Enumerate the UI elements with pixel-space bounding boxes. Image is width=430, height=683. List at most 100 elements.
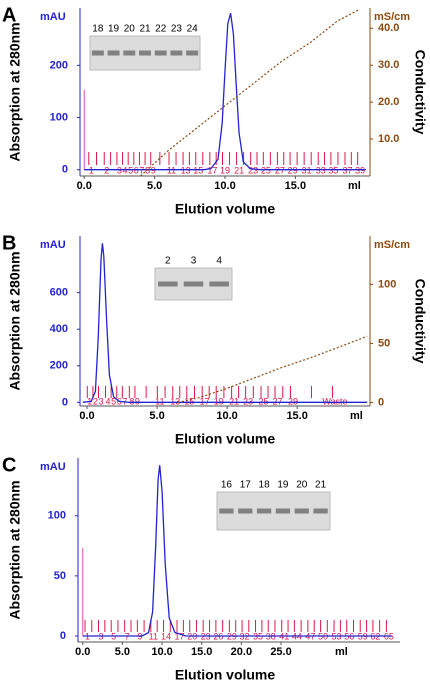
panel-label: B bbox=[2, 232, 16, 254]
y2-axis-title: Conductivity bbox=[412, 50, 428, 135]
fraction-label: 3 bbox=[117, 165, 122, 175]
y2-tick-label: 100 bbox=[378, 278, 396, 290]
x-tick-label: 0.0 bbox=[77, 180, 92, 192]
x-tick-label: 10.0 bbox=[151, 646, 172, 658]
fraction-label: 35 bbox=[328, 165, 338, 175]
fraction-label: 2 bbox=[104, 165, 109, 175]
gel-lane-label: 2 bbox=[165, 256, 171, 267]
gel-band bbox=[170, 50, 183, 56]
y2-tick-label: 20.0 bbox=[378, 96, 399, 108]
gel-lane-label: 19 bbox=[277, 480, 289, 491]
gel-lane-label: 24 bbox=[187, 24, 199, 35]
fraction-label: 31 bbox=[302, 165, 312, 175]
x-axis-title: Elution volume bbox=[175, 667, 276, 683]
gel-band bbox=[91, 50, 104, 56]
gel-lane-label: 19 bbox=[108, 24, 120, 35]
gel-lane-label: 18 bbox=[259, 480, 271, 491]
x-tick-label: 20.0 bbox=[231, 646, 252, 658]
x-unit: ml bbox=[335, 646, 348, 658]
panel-label: C bbox=[2, 454, 16, 476]
fraction-label: 14 bbox=[161, 631, 171, 641]
y2-tick-label: 0 bbox=[378, 396, 384, 408]
y2-unit: mS/cm bbox=[374, 11, 410, 23]
fraction-label: 6 bbox=[134, 165, 139, 175]
y-tick-label: 200 bbox=[50, 59, 68, 71]
y2-tick-label: 30.0 bbox=[378, 59, 399, 71]
fraction-label: Waste bbox=[322, 396, 347, 406]
fraction-label: 4 bbox=[106, 396, 111, 406]
fraction-label: 5 bbox=[111, 396, 116, 406]
y2-tick-label: 10.0 bbox=[378, 133, 399, 145]
y-tick-label: 600 bbox=[50, 287, 68, 299]
x-tick-label: 0.0 bbox=[79, 410, 94, 422]
y-tick-label: 400 bbox=[50, 323, 68, 335]
y-tick-label: 100 bbox=[48, 510, 66, 522]
absorbance-line bbox=[82, 465, 393, 637]
fraction-label: 1 bbox=[89, 165, 94, 175]
fraction-label: 15 bbox=[184, 396, 194, 406]
gel-lane-label: 20 bbox=[296, 480, 308, 491]
fraction-label: 8 bbox=[145, 165, 150, 175]
fraction-label: 21 bbox=[234, 165, 244, 175]
gel-band bbox=[183, 281, 204, 287]
fraction-label: 17 bbox=[175, 631, 185, 641]
absorbance-line bbox=[82, 243, 368, 403]
gel-band bbox=[275, 508, 291, 514]
gel-band bbox=[107, 50, 120, 56]
fraction-label: 9 bbox=[151, 165, 156, 175]
x-axis-title: Elution volume bbox=[175, 431, 276, 447]
gel-band bbox=[313, 508, 328, 514]
gel-band bbox=[219, 508, 234, 514]
x-unit: ml bbox=[350, 410, 363, 422]
gel-band bbox=[294, 508, 309, 514]
fraction-label: 29 bbox=[288, 396, 298, 406]
gel-lane-label: 23 bbox=[171, 24, 183, 35]
y-tick-label: 0 bbox=[62, 396, 68, 408]
x-tick-label: 15.0 bbox=[286, 410, 307, 422]
fraction-label: 13 bbox=[170, 396, 180, 406]
fraction-label: 4 bbox=[123, 165, 128, 175]
y-tick-label: 0 bbox=[60, 630, 66, 642]
y2-unit: mS/cm bbox=[374, 239, 410, 251]
fraction-label: 5 bbox=[128, 165, 133, 175]
gel-band bbox=[238, 508, 253, 514]
x-tick-label: 15.0 bbox=[191, 646, 212, 658]
gel-lane-label: 17 bbox=[240, 480, 252, 491]
y2-tick-label: 50 bbox=[378, 337, 390, 349]
y-unit: mAU bbox=[40, 461, 66, 473]
x-unit: ml bbox=[348, 180, 361, 192]
gel-lane-label: 22 bbox=[155, 24, 167, 35]
gel-lane-label: 21 bbox=[315, 480, 327, 491]
gel-lane-label: 3 bbox=[191, 256, 197, 267]
fraction-label: 33 bbox=[316, 165, 326, 175]
fraction-label: 9 bbox=[135, 396, 140, 406]
y-tick-label: 0 bbox=[62, 164, 68, 176]
conductivity-line bbox=[177, 335, 368, 404]
gel-band bbox=[154, 50, 167, 56]
x-tick-label: 5.0 bbox=[147, 180, 162, 192]
fraction-label: 7 bbox=[139, 165, 144, 175]
fraction-label: 11 bbox=[149, 631, 158, 641]
fraction-label: 25 bbox=[259, 396, 269, 406]
fraction-label: 17 bbox=[207, 165, 217, 175]
y-axis-title: Absorption at 280nm bbox=[7, 480, 23, 619]
conductivity-line bbox=[140, 9, 359, 177]
fraction-label: 19 bbox=[220, 165, 230, 175]
fraction-label: 2 bbox=[93, 396, 98, 406]
y-tick-label: 50 bbox=[54, 570, 66, 582]
fraction-label: 29 bbox=[288, 165, 298, 175]
fraction-label: 3 bbox=[99, 396, 104, 406]
gel-band bbox=[123, 50, 136, 56]
fraction-label: 8 bbox=[129, 396, 134, 406]
fraction-label: 21 bbox=[229, 396, 239, 406]
fraction-label: 23 bbox=[248, 165, 258, 175]
absorbance-line bbox=[84, 13, 366, 171]
fraction-label: 27 bbox=[275, 165, 285, 175]
x-tick-label: 5.0 bbox=[149, 410, 164, 422]
x-tick-label: 0.0 bbox=[75, 646, 90, 658]
fraction-label: 27 bbox=[273, 396, 283, 406]
fraction-label: 23 bbox=[243, 396, 253, 406]
gel-band bbox=[139, 50, 151, 56]
fraction-label: 11 bbox=[155, 396, 164, 406]
